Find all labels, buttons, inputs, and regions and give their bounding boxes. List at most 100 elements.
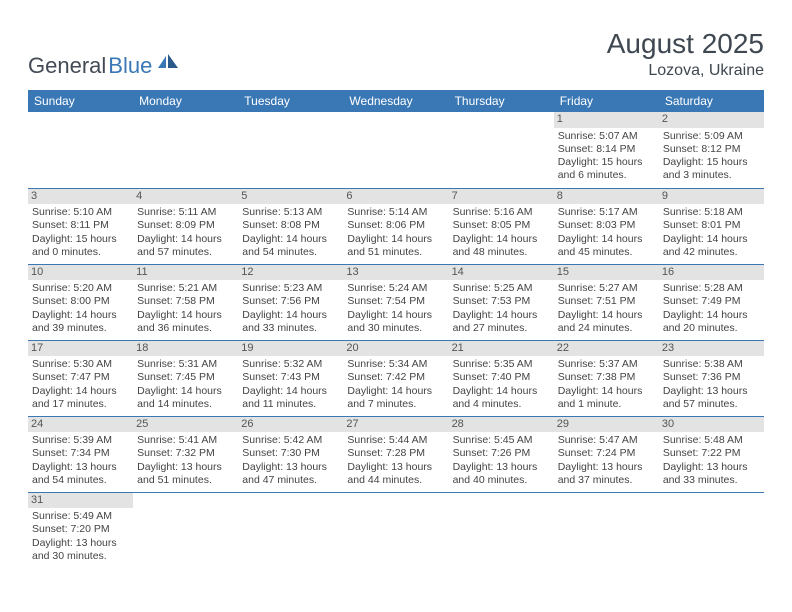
- calendar-day-cell: 7Sunrise: 5:16 AMSunset: 8:05 PMDaylight…: [449, 188, 554, 264]
- sunrise-text: Sunrise: 5:13 AM: [242, 206, 339, 219]
- daylight-text: and 54 minutes.: [242, 246, 339, 259]
- logo: General Blue: [28, 52, 180, 80]
- day-number: 14: [449, 265, 554, 281]
- sunset-text: Sunset: 7:49 PM: [663, 295, 760, 308]
- daylight-text: and 57 minutes.: [137, 246, 234, 259]
- daylight-text: Daylight: 14 hours: [32, 309, 129, 322]
- daylight-text: Daylight: 15 hours: [558, 156, 655, 169]
- sunrise-text: Sunrise: 5:07 AM: [558, 130, 655, 143]
- daylight-text: Daylight: 14 hours: [347, 385, 444, 398]
- daylight-text: and 44 minutes.: [347, 474, 444, 487]
- sunrise-text: Sunrise: 5:42 AM: [242, 434, 339, 447]
- daylight-text: and 37 minutes.: [558, 474, 655, 487]
- calendar-day-cell: 17Sunrise: 5:30 AMSunset: 7:47 PMDayligh…: [28, 340, 133, 416]
- calendar-day-cell: 24Sunrise: 5:39 AMSunset: 7:34 PMDayligh…: [28, 416, 133, 492]
- daylight-text: Daylight: 13 hours: [663, 385, 760, 398]
- calendar-day-cell: 8Sunrise: 5:17 AMSunset: 8:03 PMDaylight…: [554, 188, 659, 264]
- sunset-text: Sunset: 7:28 PM: [347, 447, 444, 460]
- calendar-blank-cell: [238, 492, 343, 568]
- sunrise-text: Sunrise: 5:37 AM: [558, 358, 655, 371]
- day-number: 15: [554, 265, 659, 281]
- sunset-text: Sunset: 8:11 PM: [32, 219, 129, 232]
- daylight-text: Daylight: 13 hours: [663, 461, 760, 474]
- sunrise-text: Sunrise: 5:24 AM: [347, 282, 444, 295]
- sunset-text: Sunset: 7:22 PM: [663, 447, 760, 460]
- calendar-day-cell: 15Sunrise: 5:27 AMSunset: 7:51 PMDayligh…: [554, 264, 659, 340]
- daylight-text: Daylight: 14 hours: [558, 385, 655, 398]
- calendar-blank-cell: [659, 492, 764, 568]
- day-number: 16: [659, 265, 764, 281]
- calendar-day-cell: 25Sunrise: 5:41 AMSunset: 7:32 PMDayligh…: [133, 416, 238, 492]
- location-title: Lozova, Ukraine: [607, 62, 764, 80]
- sunset-text: Sunset: 7:34 PM: [32, 447, 129, 460]
- sunrise-text: Sunrise: 5:23 AM: [242, 282, 339, 295]
- calendar-day-cell: 18Sunrise: 5:31 AMSunset: 7:45 PMDayligh…: [133, 340, 238, 416]
- day-number: 20: [343, 341, 448, 357]
- daylight-text: and 4 minutes.: [453, 398, 550, 411]
- daylight-text: and 54 minutes.: [32, 474, 129, 487]
- daylight-text: and 57 minutes.: [663, 398, 760, 411]
- daylight-text: Daylight: 14 hours: [453, 385, 550, 398]
- calendar-day-cell: 19Sunrise: 5:32 AMSunset: 7:43 PMDayligh…: [238, 340, 343, 416]
- sunset-text: Sunset: 7:40 PM: [453, 371, 550, 384]
- daylight-text: and 48 minutes.: [453, 246, 550, 259]
- daylight-text: Daylight: 13 hours: [242, 461, 339, 474]
- day-number: 21: [449, 341, 554, 357]
- daylight-text: and 14 minutes.: [137, 398, 234, 411]
- sunset-text: Sunset: 7:30 PM: [242, 447, 339, 460]
- month-title: August 2025: [607, 28, 764, 60]
- calendar-blank-cell: [133, 492, 238, 568]
- day-number: 13: [343, 265, 448, 281]
- calendar-day-cell: 1Sunrise: 5:07 AMSunset: 8:14 PMDaylight…: [554, 112, 659, 188]
- sunrise-text: Sunrise: 5:32 AM: [242, 358, 339, 371]
- calendar-day-cell: 31Sunrise: 5:49 AMSunset: 7:20 PMDayligh…: [28, 492, 133, 568]
- sunset-text: Sunset: 7:24 PM: [558, 447, 655, 460]
- sunrise-text: Sunrise: 5:28 AM: [663, 282, 760, 295]
- calendar-day-cell: 30Sunrise: 5:48 AMSunset: 7:22 PMDayligh…: [659, 416, 764, 492]
- calendar-day-cell: 10Sunrise: 5:20 AMSunset: 8:00 PMDayligh…: [28, 264, 133, 340]
- day-number: 18: [133, 341, 238, 357]
- daylight-text: Daylight: 14 hours: [453, 233, 550, 246]
- sunset-text: Sunset: 8:03 PM: [558, 219, 655, 232]
- sunset-text: Sunset: 7:43 PM: [242, 371, 339, 384]
- sunset-text: Sunset: 8:09 PM: [137, 219, 234, 232]
- sunrise-text: Sunrise: 5:44 AM: [347, 434, 444, 447]
- sunset-text: Sunset: 7:54 PM: [347, 295, 444, 308]
- day-number: 24: [28, 417, 133, 433]
- daylight-text: and 36 minutes.: [137, 322, 234, 335]
- calendar-week-row: 24Sunrise: 5:39 AMSunset: 7:34 PMDayligh…: [28, 416, 764, 492]
- sunset-text: Sunset: 7:26 PM: [453, 447, 550, 460]
- daylight-text: and 3 minutes.: [663, 169, 760, 182]
- sunrise-text: Sunrise: 5:30 AM: [32, 358, 129, 371]
- day-number: 6: [343, 189, 448, 205]
- logo-sails-icon: [156, 52, 180, 70]
- calendar-week-row: 10Sunrise: 5:20 AMSunset: 8:00 PMDayligh…: [28, 264, 764, 340]
- daylight-text: Daylight: 13 hours: [32, 537, 129, 550]
- daylight-text: Daylight: 15 hours: [663, 156, 760, 169]
- sunset-text: Sunset: 7:56 PM: [242, 295, 339, 308]
- daylight-text: and 0 minutes.: [32, 246, 129, 259]
- day-number: 7: [449, 189, 554, 205]
- calendar-day-cell: 6Sunrise: 5:14 AMSunset: 8:06 PMDaylight…: [343, 188, 448, 264]
- daylight-text: and 51 minutes.: [347, 246, 444, 259]
- weekday-header: Thursday: [449, 90, 554, 112]
- sunset-text: Sunset: 8:05 PM: [453, 219, 550, 232]
- sunrise-text: Sunrise: 5:45 AM: [453, 434, 550, 447]
- day-number: 1: [554, 112, 659, 128]
- calendar-week-row: 31Sunrise: 5:49 AMSunset: 7:20 PMDayligh…: [28, 492, 764, 568]
- calendar-day-cell: 23Sunrise: 5:38 AMSunset: 7:36 PMDayligh…: [659, 340, 764, 416]
- day-number: 2: [659, 112, 764, 128]
- day-number: 27: [343, 417, 448, 433]
- calendar-day-cell: 26Sunrise: 5:42 AMSunset: 7:30 PMDayligh…: [238, 416, 343, 492]
- daylight-text: and 30 minutes.: [32, 550, 129, 563]
- daylight-text: Daylight: 14 hours: [558, 309, 655, 322]
- sunrise-text: Sunrise: 5:25 AM: [453, 282, 550, 295]
- sunset-text: Sunset: 7:58 PM: [137, 295, 234, 308]
- daylight-text: and 7 minutes.: [347, 398, 444, 411]
- daylight-text: Daylight: 14 hours: [453, 309, 550, 322]
- calendar-blank-cell: [449, 492, 554, 568]
- daylight-text: and 33 minutes.: [663, 474, 760, 487]
- sunrise-text: Sunrise: 5:18 AM: [663, 206, 760, 219]
- calendar-body: 1Sunrise: 5:07 AMSunset: 8:14 PMDaylight…: [28, 112, 764, 568]
- daylight-text: Daylight: 13 hours: [558, 461, 655, 474]
